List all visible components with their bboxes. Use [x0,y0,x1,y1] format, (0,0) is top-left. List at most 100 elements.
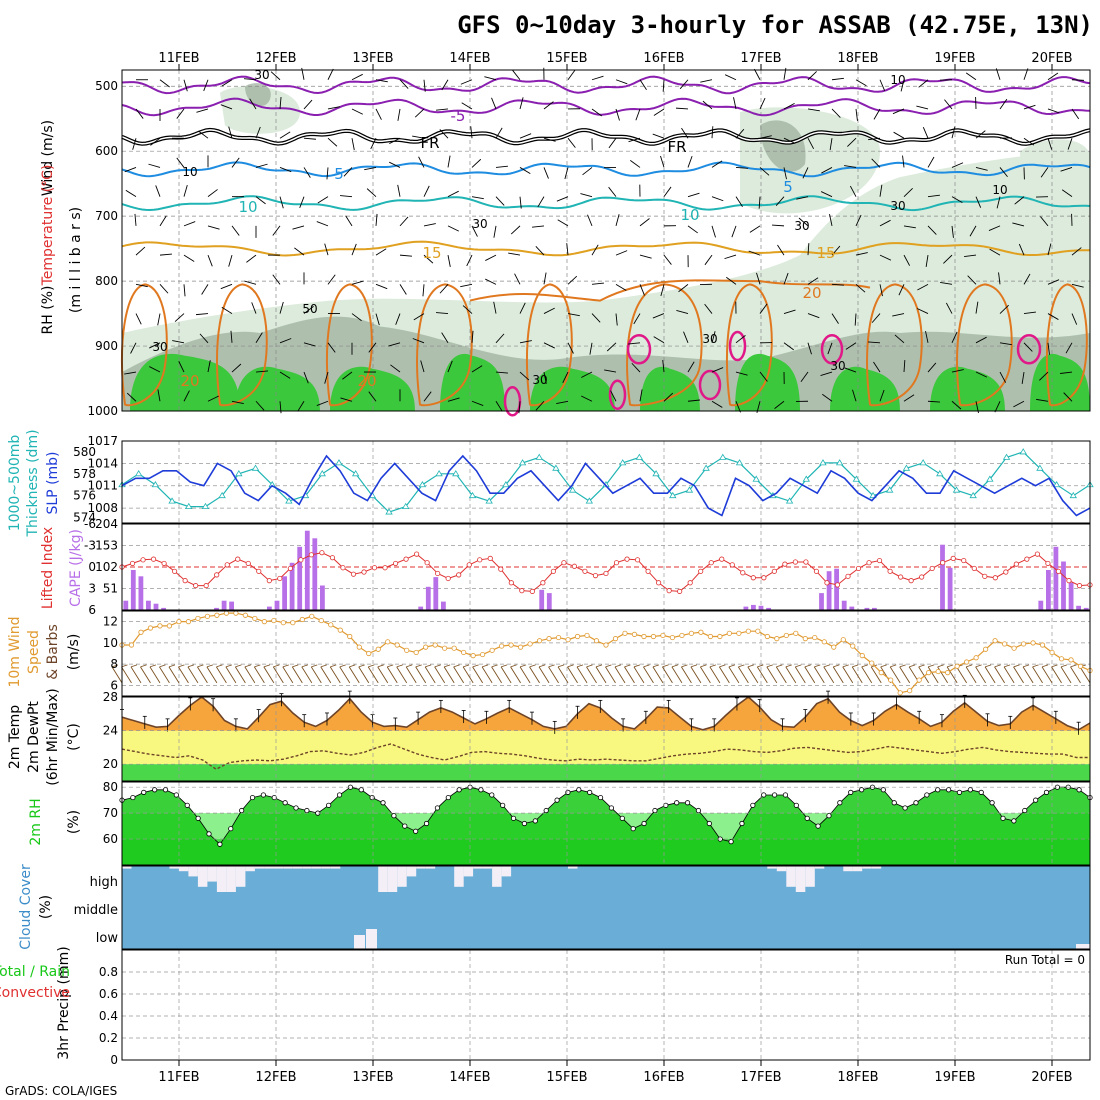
upper-barb [317,196,329,204]
bottom-date-16FEB: 16FEB [643,1070,684,1085]
upper-barb [615,214,620,227]
upper-barb [777,244,785,256]
rh2-line-point [641,820,647,827]
upper-barb [975,301,979,314]
upper-barb [711,196,724,202]
wind-barb [994,666,1005,684]
upper-barb [1047,342,1050,355]
upper-barb [917,283,929,291]
upper-barb [639,284,645,296]
wind-speed-line-point [423,644,429,650]
lifted-index-line-point [519,588,525,594]
upper-barb [711,126,714,139]
upper-barb [711,400,723,408]
upper-barb [591,75,604,81]
upper-barb [303,167,311,178]
wind-barb [244,666,256,684]
wind-speed-line-point [480,651,486,658]
wind-speed-line-point [432,642,438,648]
lifted-index-line-point [950,555,956,562]
upper-barb [580,193,593,198]
rh2-line-point [848,789,854,795]
temp-label-2: 2m DewPt [26,701,42,773]
wind-speed-line-point [888,677,894,683]
upper-barb [731,225,737,238]
upper-barb [999,167,1008,178]
rh-dark-blob-3 [440,353,505,411]
upper-barb [327,137,338,147]
thickness-line-point [218,491,226,499]
wind-speed-line-point [707,633,713,640]
wind-barb [472,666,484,684]
upper-barb [471,330,474,343]
upper-barb [902,155,905,168]
upper-label-mb: (m i l l i b a r s) [68,207,84,313]
wind-barb-flag [548,664,555,668]
upper-barb [663,186,672,197]
upper-barb [279,131,291,139]
upper-barb [543,137,556,142]
rh2-line-point [804,815,810,821]
wind-speed-line-point [508,642,514,648]
upper-barb [279,338,292,344]
wind-speed-line-point [252,615,258,622]
contour-label-1: FR [420,134,439,152]
rh2-label-1: 2m RH [28,798,44,845]
wind-speed-line-point [593,638,600,644]
wind-barb [700,666,711,684]
wind-barb-flag [795,664,802,668]
top-date-18FEB: 18FEB [837,51,878,66]
upper-barb [510,225,521,235]
lifted-index-line-point [1066,578,1072,584]
upper-barb [615,108,620,121]
lifted-index-line-point [813,568,820,574]
lifted-index-line-point [182,578,188,584]
upper-barb [423,223,436,227]
wind-speed-line-point [176,619,182,625]
thickness-line-point [502,480,510,488]
lifted-index-line-point [319,550,325,556]
upper-barb [759,303,768,314]
contour-20-loop-3 [416,283,473,407]
wind-speed-line-point [1058,656,1065,662]
run-total-label: Run Total = 0 [1005,953,1085,967]
rh2-line-point [1011,818,1017,824]
rh2-line-point [728,839,734,845]
thickness-line-point [385,508,393,515]
thickness-line-point [285,497,293,504]
upper-barb [567,69,576,81]
upper-barb [399,79,409,89]
upper-barb [135,313,142,325]
wind-barb [1032,666,1043,684]
upper-barb [397,108,401,121]
contour-label-2: FR [667,138,686,156]
upper-barb [844,165,857,168]
upper-barb [903,225,916,229]
cape-bar [312,538,318,610]
upper-barb [155,185,161,197]
wind-speed-line-point [612,636,619,642]
wind-barb-flag [605,664,612,668]
wind-barb [121,666,132,684]
rh2-line-point [510,815,517,821]
upper-barb [397,184,401,197]
upper-barb [340,397,353,402]
rh2-line-point [195,815,201,821]
contour-label-11: 20 [357,372,376,390]
top-date-13FEB: 13FEB [352,51,393,66]
rh2-line-point [336,792,343,798]
rh2-fill [122,787,1090,865]
lifted-index-line-point [824,580,830,586]
slp-ytick-1017: 1017 [87,434,118,448]
upper-barb [615,313,618,326]
cloud-high-bar [169,866,179,869]
upper-barb [774,400,785,409]
thick-ytick-574: 574 [73,511,96,525]
upper-barb [726,276,737,285]
rh2-ytick-70: 70 [103,806,118,820]
cloud-high-bar [786,866,796,887]
upper-barb [892,108,905,115]
upper-barb [711,225,716,238]
rh-contour-label-0: 30 [254,68,269,82]
lifted-index-line-point [677,588,683,594]
